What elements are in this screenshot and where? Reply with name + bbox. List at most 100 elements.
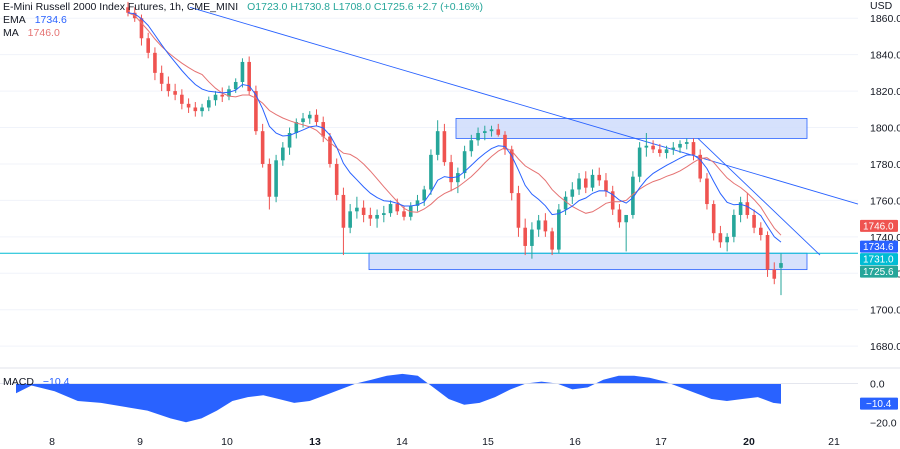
price-tick-label: 1780.0 xyxy=(870,159,900,171)
candle-body xyxy=(705,178,709,205)
ohlc-open: O1723.0 xyxy=(247,1,288,13)
candle-body xyxy=(745,202,750,215)
ohlc-low: L1708.0 xyxy=(332,1,371,13)
ohlc-change: +2.7 (+0.16%) xyxy=(416,1,484,13)
candle-body xyxy=(698,154,703,179)
time-tick-label: 21 xyxy=(828,436,840,448)
time-axis[interactable]: 8 9 10 13 14 15 16 17 20 21 xyxy=(49,436,840,448)
trendline xyxy=(697,138,821,256)
time-tick-label: 14 xyxy=(396,436,408,448)
candle-body xyxy=(543,220,548,232)
chart-grid xyxy=(0,17,858,347)
candle-body xyxy=(684,142,689,144)
candle-body xyxy=(186,103,191,108)
candle-body xyxy=(254,91,258,132)
candle-body xyxy=(435,131,440,155)
candle-body xyxy=(711,204,716,234)
candle-body xyxy=(422,189,427,201)
candle-body xyxy=(597,174,602,181)
ma-legend[interactable]: MA 1746.0 xyxy=(3,27,60,40)
price-tick-label: 1800.0 xyxy=(870,123,900,135)
candle-body xyxy=(503,134,507,150)
macd-value: −10.4 xyxy=(42,376,70,388)
candle-body xyxy=(429,154,433,190)
candle-body xyxy=(563,196,568,210)
candle-body xyxy=(368,214,373,219)
candle-body xyxy=(200,107,204,112)
price-tick-label: 1760.0 xyxy=(870,195,900,207)
ema-value: 1734.6 xyxy=(34,14,67,26)
price-zone xyxy=(368,252,808,271)
time-tick-label: 10 xyxy=(221,436,233,448)
symbol-title[interactable]: E-Mini Russell 2000 Index Futures, 1h, C… xyxy=(3,1,239,13)
candle-body xyxy=(146,38,150,53)
macd-tick-label: 0.0 xyxy=(870,379,885,391)
time-tick-label: 8 xyxy=(49,436,55,448)
candle-body xyxy=(139,18,144,39)
candle-body xyxy=(536,220,541,230)
trendlines xyxy=(189,6,859,256)
candle-body xyxy=(180,94,184,104)
price-zone xyxy=(455,118,808,139)
candle-body xyxy=(509,149,514,194)
ema-label: EMA xyxy=(3,14,26,26)
candle-body xyxy=(651,145,655,150)
candle-body xyxy=(166,83,171,92)
candle-body xyxy=(281,147,285,161)
candle-body xyxy=(206,100,211,108)
candle-body xyxy=(732,214,736,237)
candle-body xyxy=(274,160,278,197)
candle-body xyxy=(307,114,312,119)
time-tick-label: 15 xyxy=(482,436,494,448)
candle-body xyxy=(496,129,501,135)
price-axis[interactable]: USD 1860.0 1840.0 1820.0 1800.0 1780.0 1760.0… xyxy=(870,0,900,353)
candle-body xyxy=(159,72,164,84)
price-tag-label: 1746.0 xyxy=(863,221,894,232)
candle-body xyxy=(725,236,729,243)
moving-average-lines xyxy=(127,12,782,243)
candle-body xyxy=(227,89,231,97)
ema-line xyxy=(127,12,782,243)
candle-body xyxy=(550,231,554,250)
candle-body xyxy=(314,114,319,123)
candle-body xyxy=(382,213,386,215)
candle-body xyxy=(664,149,669,154)
candle-body xyxy=(523,227,527,246)
candle-body xyxy=(779,263,783,268)
candle-body xyxy=(449,162,453,183)
candle-body xyxy=(355,207,359,212)
time-tick-label: 9 xyxy=(137,436,143,448)
candle-body xyxy=(348,211,352,228)
support-resistance-zones xyxy=(0,118,858,271)
candle-body xyxy=(489,129,494,132)
candle-body xyxy=(287,132,292,148)
candle-body xyxy=(617,209,622,223)
candle-body xyxy=(126,7,130,13)
candle-body xyxy=(375,214,379,219)
macd-legend[interactable]: MACD −10.4 xyxy=(3,376,69,389)
candle-body xyxy=(644,145,649,148)
candle-body xyxy=(328,136,332,164)
macd-label: MACD xyxy=(3,376,34,388)
candle-body xyxy=(678,143,682,148)
candle-body xyxy=(476,132,480,141)
ohlc-high: H1730.8 xyxy=(290,1,331,13)
price-tag xyxy=(860,219,898,232)
time-tick-label: 16 xyxy=(569,436,581,448)
price-tag-label: 1731.0 xyxy=(863,255,894,266)
candle-body xyxy=(624,214,628,223)
candle-body xyxy=(658,149,662,154)
candle-body xyxy=(604,180,608,192)
ema-legend[interactable]: EMA 1734.6 xyxy=(3,14,67,27)
price-tick-label: 1820.0 xyxy=(870,86,900,98)
candle-body xyxy=(557,209,561,250)
candle-body xyxy=(301,118,305,123)
candle-body xyxy=(456,173,460,183)
price-tick-label: 1840.0 xyxy=(870,50,900,62)
candle-body xyxy=(388,204,393,214)
candle-body xyxy=(402,211,406,217)
candle-body xyxy=(752,214,756,228)
ma-value: 1746.0 xyxy=(27,27,60,39)
trendline xyxy=(189,6,859,205)
